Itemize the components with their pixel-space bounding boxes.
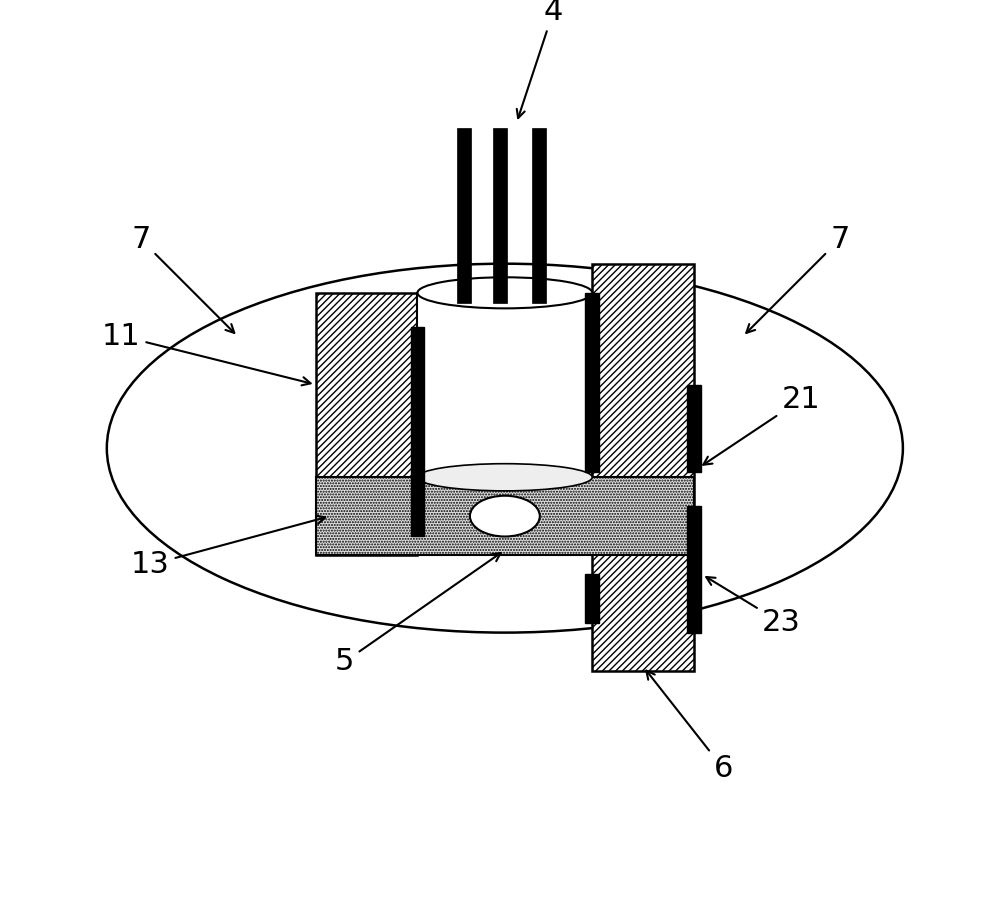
Bar (532, 128, 546, 302)
Text: 4: 4 (517, 0, 563, 118)
Text: 11: 11 (102, 322, 311, 385)
Bar (687, 385, 701, 472)
Bar (687, 506, 701, 632)
Bar (592, 264, 694, 672)
Bar (316, 293, 417, 555)
Text: 13: 13 (131, 516, 325, 579)
Text: 23: 23 (706, 577, 801, 638)
Ellipse shape (417, 278, 592, 309)
Text: 6: 6 (646, 671, 733, 783)
Text: 7: 7 (746, 225, 849, 333)
Bar (411, 327, 424, 536)
Bar (417, 293, 592, 477)
Ellipse shape (470, 495, 540, 537)
Bar (585, 293, 599, 472)
Bar (585, 574, 599, 623)
Bar (493, 128, 507, 302)
Text: 5: 5 (335, 553, 501, 676)
Text: 7: 7 (131, 225, 234, 333)
Ellipse shape (417, 464, 592, 491)
Bar (457, 128, 471, 302)
Text: 21: 21 (703, 385, 820, 465)
Bar (316, 477, 694, 555)
